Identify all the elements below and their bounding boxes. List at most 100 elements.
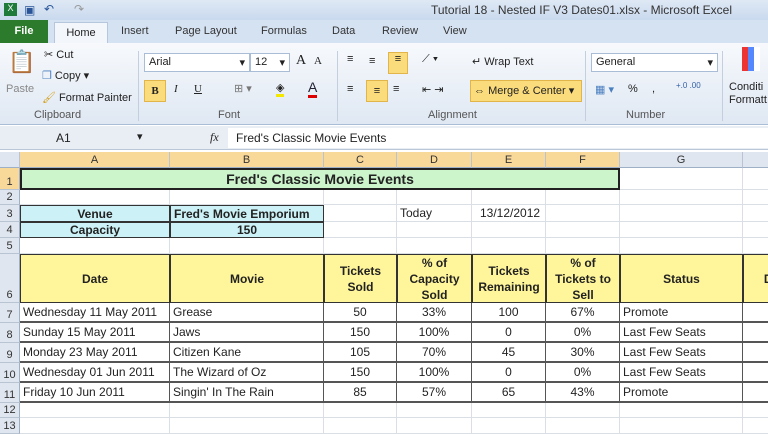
column-header[interactable] xyxy=(743,152,768,168)
venue-label[interactable]: Venue xyxy=(20,205,170,222)
data-cell[interactable]: Jaws xyxy=(170,323,324,343)
data-cell[interactable]: 50 xyxy=(324,303,397,323)
cell[interactable] xyxy=(743,205,768,222)
undo-icon[interactable]: ↶ xyxy=(44,2,55,16)
cell[interactable] xyxy=(397,238,472,254)
row-header[interactable]: 4 xyxy=(0,222,20,238)
capacity-value[interactable]: 150 xyxy=(170,222,324,238)
data-cell[interactable]: 65 xyxy=(472,383,546,403)
data-cell[interactable]: Monday 23 May 2011 xyxy=(20,343,170,363)
data-cell[interactable]: 57% xyxy=(397,383,472,403)
font-name-select[interactable]: Arial ▾ xyxy=(144,53,250,72)
data-cell[interactable]: 100 xyxy=(472,303,546,323)
cell[interactable] xyxy=(324,403,397,418)
tab-view[interactable]: View xyxy=(443,25,467,37)
conditional-formatting-icon[interactable] xyxy=(742,47,760,71)
data-cell[interactable]: Last Few Seats xyxy=(620,323,743,343)
venue-value[interactable]: Fred's Movie Emporium xyxy=(170,205,324,222)
grow-font-icon[interactable]: A xyxy=(296,53,307,68)
data-cell[interactable]: Grease xyxy=(170,303,324,323)
spreadsheet-grid[interactable]: A B C D E F G 1 2 3 4 5 6 7 8 9 10 11 12 13 Fred's Classic M… xyxy=(0,152,768,434)
cell[interactable] xyxy=(20,403,170,418)
data-cell[interactable]: Promote xyxy=(620,303,743,323)
data-cell[interactable]: 0% xyxy=(546,363,620,383)
chevron-down-icon[interactable]: ▾ xyxy=(137,131,143,143)
align-top-icon[interactable]: ≡ xyxy=(347,53,354,65)
wrap-text-button[interactable]: ↵ Wrap Text xyxy=(472,55,533,68)
cell[interactable] xyxy=(620,403,743,418)
column-header[interactable]: A xyxy=(20,152,170,168)
decimal-icons[interactable]: +.0 .00 xyxy=(676,81,701,90)
cell[interactable] xyxy=(397,190,472,205)
row-header[interactable]: 10 xyxy=(0,363,20,383)
column-header[interactable]: E xyxy=(472,152,546,168)
tab-page-layout[interactable]: Page Layout xyxy=(175,25,237,37)
cell[interactable] xyxy=(170,238,324,254)
cell[interactable] xyxy=(620,222,743,238)
data-cell[interactable]: 0 xyxy=(472,363,546,383)
fx-icon[interactable]: fx xyxy=(210,130,219,144)
row-header[interactable]: 12 xyxy=(0,403,20,418)
cell[interactable] xyxy=(397,205,472,222)
data-cell[interactable]: 150 xyxy=(324,323,397,343)
name-box[interactable]: A1 xyxy=(56,131,71,145)
redo-icon[interactable]: ↷ xyxy=(74,2,85,16)
row-header[interactable]: 9 xyxy=(0,343,20,363)
cell[interactable] xyxy=(620,205,743,222)
save-icon[interactable]: ▣ xyxy=(24,3,36,17)
data-cell[interactable]: 43% xyxy=(546,383,620,403)
conditional-formatting-label[interactable]: Conditi xyxy=(729,81,764,93)
cell[interactable] xyxy=(620,190,743,205)
accounting-icon[interactable]: ▦ ▾ xyxy=(595,84,614,96)
align-center-icon[interactable]: ≡ xyxy=(366,80,388,102)
orientation-icon[interactable]: ⟋ ▾ xyxy=(422,53,439,65)
header-cell[interactable]: Tickets Sold xyxy=(324,254,397,303)
cell[interactable] xyxy=(397,403,472,418)
title-cell[interactable]: Fred's Classic Movie Events xyxy=(20,168,620,190)
cell[interactable] xyxy=(324,205,397,222)
select-all-corner[interactable] xyxy=(0,152,20,168)
formula-input[interactable]: Fred's Classic Movie Events xyxy=(228,128,768,148)
bold-button[interactable]: B xyxy=(144,80,166,102)
data-cell[interactable]: 85 xyxy=(324,383,397,403)
comma-button[interactable]: , xyxy=(652,83,656,95)
percent-button[interactable]: % xyxy=(628,83,638,95)
cut-button[interactable]: ✂ Cut xyxy=(44,48,73,61)
data-cell[interactable]: Last Few Seats xyxy=(620,363,743,383)
row-header[interactable]: 8 xyxy=(0,323,20,343)
data-cell[interactable]: 70% xyxy=(397,343,472,363)
cell[interactable] xyxy=(546,222,620,238)
today-value[interactable]: 13/12/2012 xyxy=(480,206,541,220)
data-cell[interactable]: Last Few Seats xyxy=(620,343,743,363)
data-cell[interactable]: 67% xyxy=(546,303,620,323)
align-middle-icon[interactable]: ≡ xyxy=(369,55,376,67)
tab-review[interactable]: Review xyxy=(382,25,419,37)
font-color-icon[interactable]: A xyxy=(308,79,318,98)
header-cell[interactable]: % of Capacity Sold xyxy=(397,254,472,303)
cell[interactable] xyxy=(20,190,170,205)
italic-button[interactable]: I xyxy=(174,83,178,95)
align-right-icon[interactable]: ≡ xyxy=(393,83,400,95)
paste-button[interactable]: Paste xyxy=(6,83,35,95)
format-painter-button[interactable]: 🖌 Format Painter xyxy=(42,91,132,104)
column-header[interactable]: B xyxy=(170,152,324,168)
data-cell[interactable]: 45 xyxy=(472,343,546,363)
row-header[interactable]: 2 xyxy=(0,190,20,205)
cell[interactable] xyxy=(546,205,620,222)
cell[interactable] xyxy=(20,238,170,254)
formatting-label[interactable]: Formatt xyxy=(729,94,767,106)
cell[interactable] xyxy=(170,403,324,418)
cell[interactable] xyxy=(620,168,743,190)
cell[interactable] xyxy=(472,190,546,205)
header-cell[interactable]: Date xyxy=(20,254,170,303)
align-bottom-icon[interactable]: ≡ xyxy=(388,52,408,74)
row-header[interactable]: 5 xyxy=(0,238,20,254)
data-cell[interactable]: 0 xyxy=(472,323,546,343)
cell[interactable] xyxy=(743,238,768,254)
today-label[interactable]: Today xyxy=(400,206,433,220)
cell[interactable] xyxy=(324,222,397,238)
row-header[interactable]: 1 xyxy=(0,168,20,190)
cell[interactable] xyxy=(620,238,743,254)
tab-home[interactable]: Home xyxy=(54,22,108,44)
cell[interactable] xyxy=(546,403,620,418)
